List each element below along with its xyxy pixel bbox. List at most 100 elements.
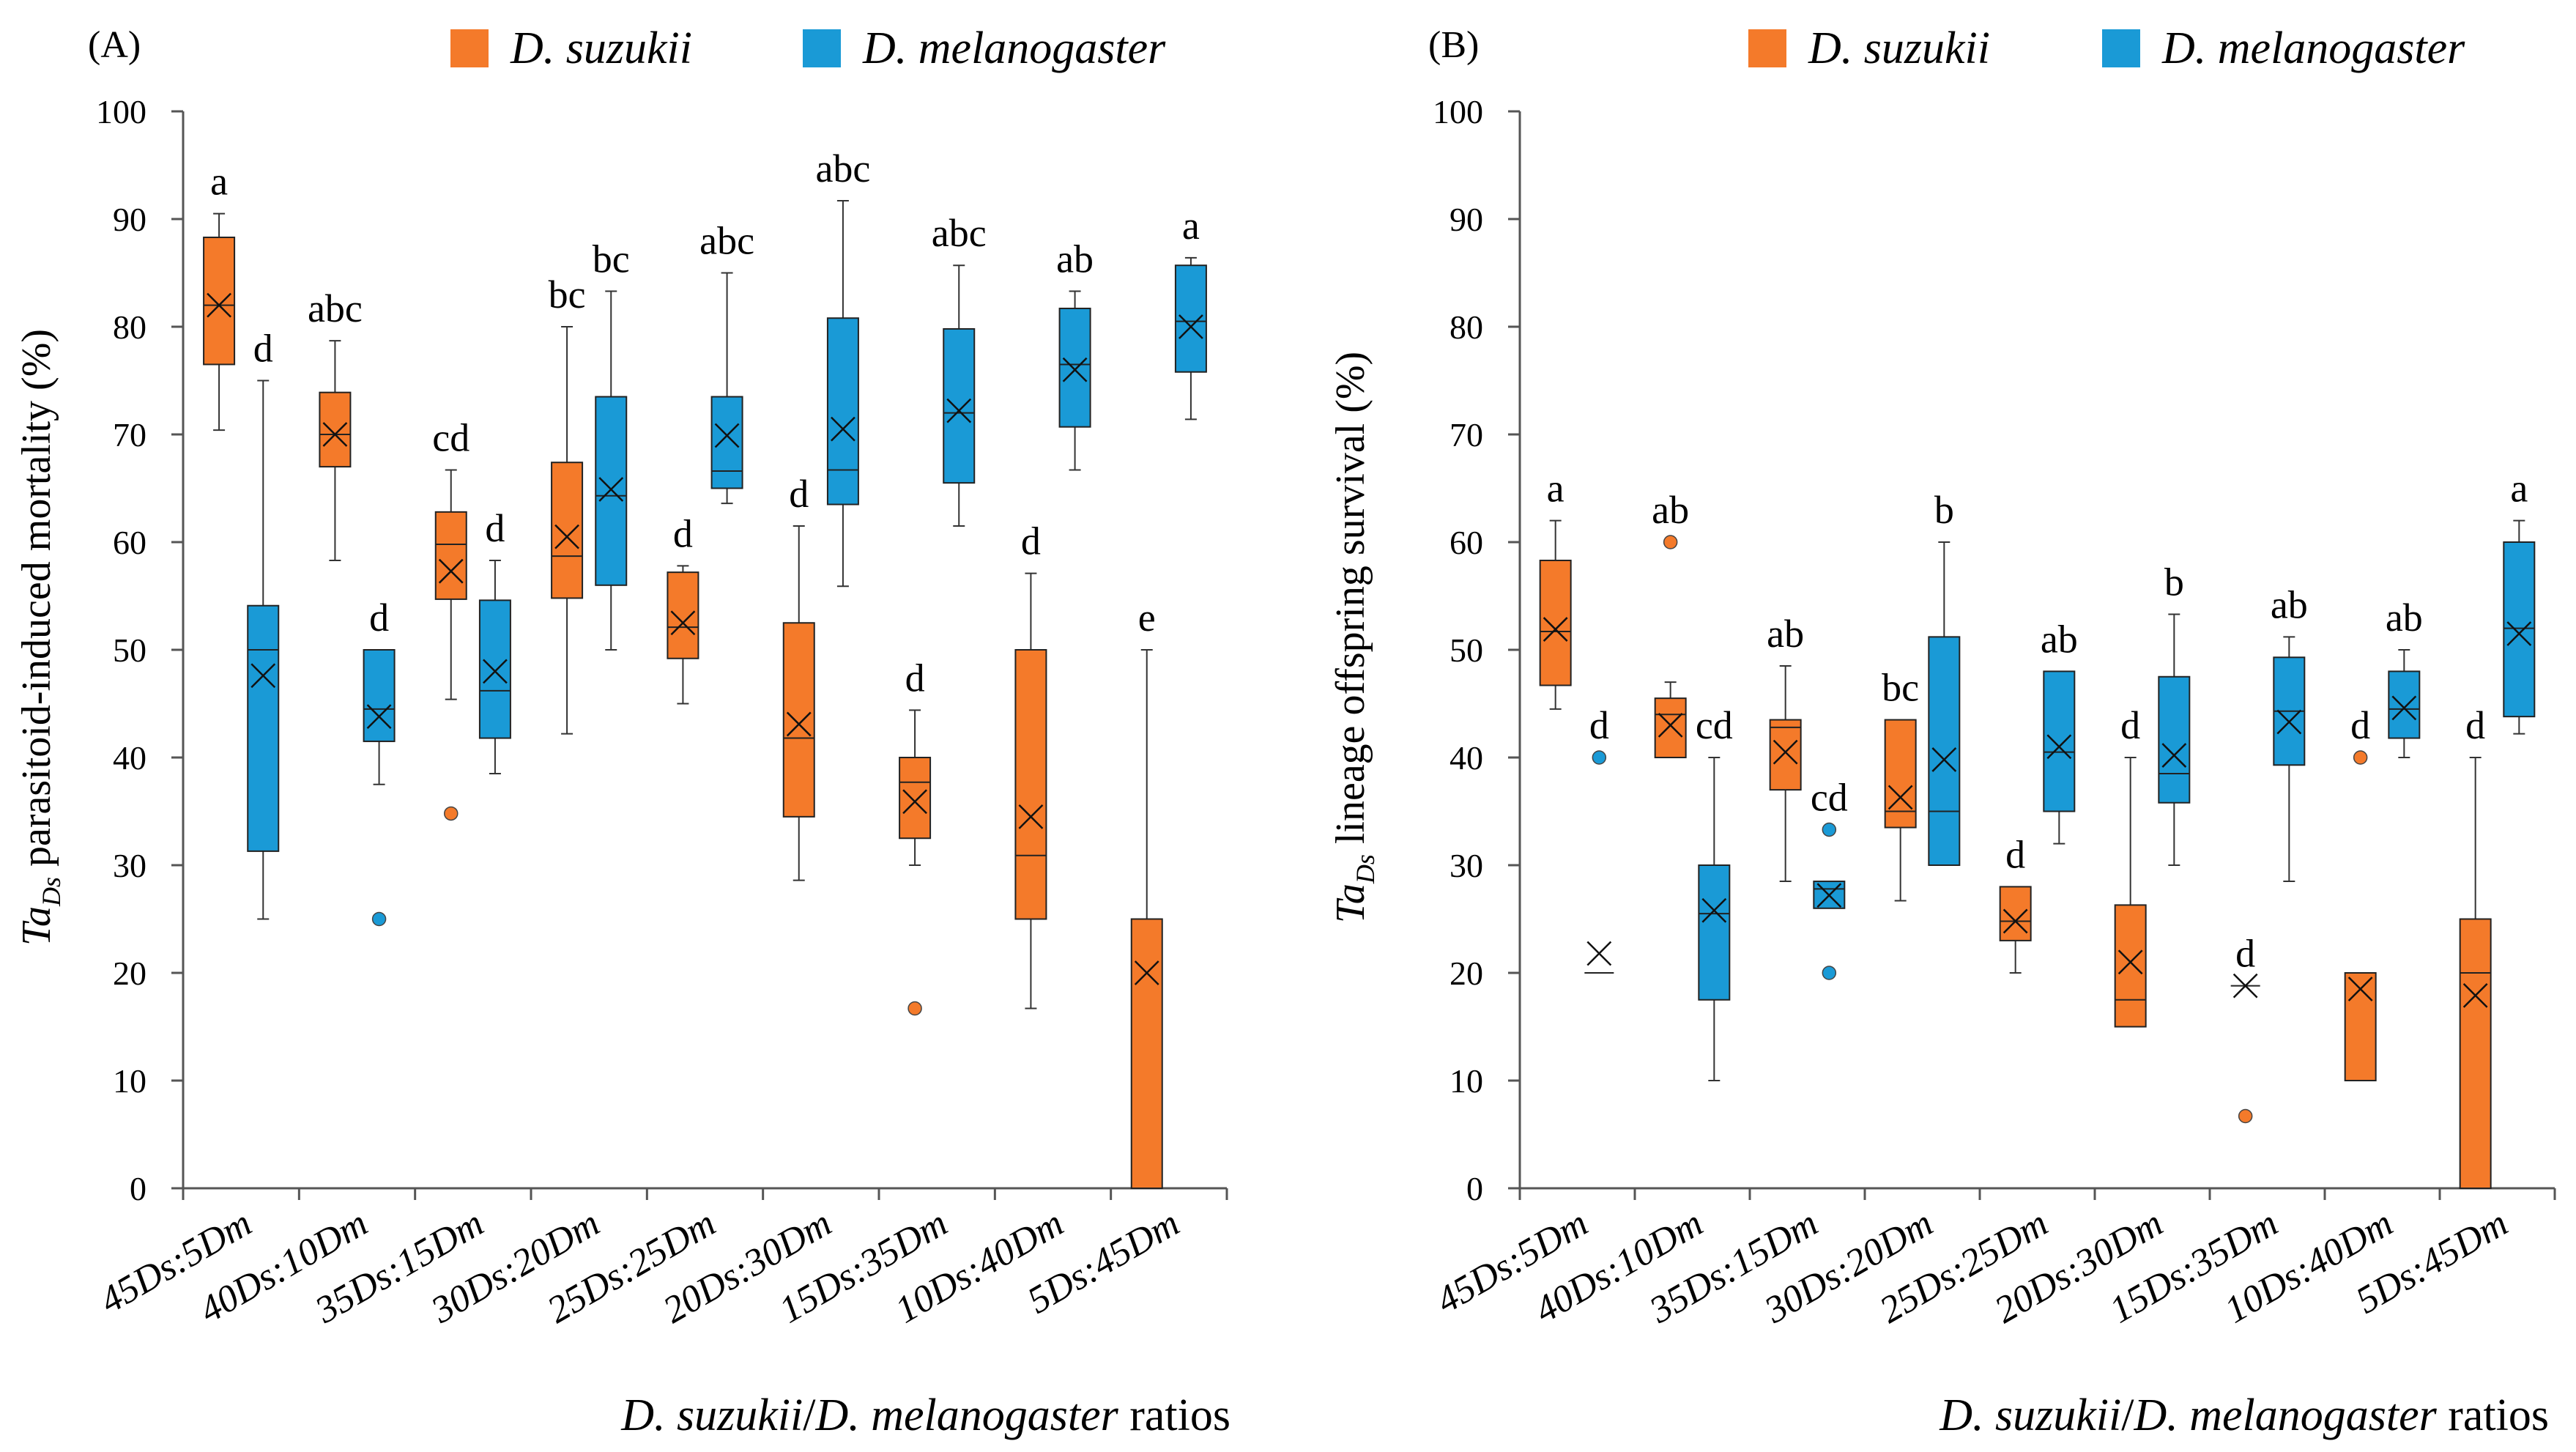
significance-letter: d <box>2120 703 2140 747</box>
mean-marker <box>207 292 231 318</box>
box-body <box>899 757 932 840</box>
box-ds: d <box>782 472 815 881</box>
legend-label-dm: D. melanogaster <box>862 23 1166 73</box>
mean-marker <box>670 610 696 636</box>
box-body <box>1928 636 1961 866</box>
panel-a: (A) D. suzukii D. melanogaster TaDs para… <box>14 23 1231 1440</box>
significance-letter: bc <box>1882 666 1919 710</box>
box-dm: abc <box>932 211 987 527</box>
box-body <box>2158 675 2191 804</box>
box-body <box>1654 697 1687 759</box>
y-tick-label: 20 <box>1450 955 1483 992</box>
significance-letter: ab <box>2386 596 2423 640</box>
box-body <box>1698 864 1731 1001</box>
significance-letter: ab <box>2271 582 2308 626</box>
legend-label-ds: D. suzukii <box>1808 23 1990 73</box>
box-ds: a <box>203 160 236 431</box>
panel-label: (A) <box>88 24 141 66</box>
legend-label-dm: D. melanogaster <box>2161 23 2465 73</box>
y-tick-label: 30 <box>1450 847 1483 884</box>
y-tick-label: 60 <box>113 524 146 561</box>
box-body <box>2503 541 2536 718</box>
mean-marker <box>1018 804 1044 829</box>
box-body <box>1174 264 1207 373</box>
outlier-point <box>2238 1108 2253 1124</box>
significance-letter: cd <box>1696 703 1733 747</box>
mean-marker <box>2391 695 2417 721</box>
mean-marker <box>831 416 855 442</box>
box-ds: bc <box>1882 666 1919 902</box>
significance-letter: d <box>369 596 389 640</box>
y-tick-label: 40 <box>113 739 146 777</box>
box-body <box>1884 719 1917 829</box>
box-ds: cd <box>432 416 469 821</box>
significance-letter: d <box>2235 932 2255 976</box>
box-dm: cd <box>1811 775 1848 980</box>
box-dm: b <box>1928 488 1961 866</box>
box-body <box>478 599 511 739</box>
mean-marker <box>2117 949 2143 975</box>
box-dm: ab <box>2386 596 2423 758</box>
box-body <box>1058 308 1091 428</box>
box-body <box>434 511 467 600</box>
significance-letter: cd <box>432 416 469 460</box>
outlier-point <box>1822 822 1837 837</box>
outlier-point <box>907 1001 922 1016</box>
box-dm: a <box>1174 204 1207 421</box>
box-body <box>595 396 628 586</box>
box-body <box>1014 649 1047 920</box>
y-tick-label: 10 <box>113 1062 146 1100</box>
mean-marker <box>1543 617 1568 642</box>
mean-marker <box>1931 747 1957 772</box>
y-tick-label: 30 <box>113 847 146 884</box>
mean-marker <box>1134 960 1159 985</box>
y-tick-label: 0 <box>130 1170 146 1207</box>
legend-swatch-dm <box>2102 29 2140 67</box>
y-tick-label: 70 <box>1450 416 1483 453</box>
significance-letter: a <box>210 160 228 204</box>
significance-letter: ab <box>1056 237 1094 281</box>
significance-letter: d <box>673 511 693 555</box>
box-dm: d <box>478 506 511 775</box>
box-body <box>1130 918 1163 1189</box>
box-body <box>2388 670 2421 739</box>
significance-letter: b <box>2164 560 2184 604</box>
box-dm: ab <box>2041 617 2078 845</box>
box-ds: d <box>667 511 699 705</box>
significance-letter: bc <box>593 237 630 281</box>
box-ds: d <box>2230 932 2260 1124</box>
outlier-point <box>1592 750 1607 765</box>
significance-letter: e <box>1138 596 1156 640</box>
mean-marker <box>2347 977 2373 1001</box>
significance-letter: bc <box>549 273 586 316</box>
box-ds: d <box>1999 832 2032 974</box>
plot-area: 010203040506070809010045Ds:5Dm40Ds:10Dm3… <box>93 93 1228 1332</box>
outlier-point <box>1663 535 1678 549</box>
mean-marker <box>554 524 579 549</box>
mean-marker <box>714 423 740 448</box>
significance-letter: d <box>2465 703 2485 747</box>
significance-letter: abc <box>932 211 987 255</box>
mean-marker <box>1658 713 1683 738</box>
y-axis-title: TaDs parasitoid-induced mortality (%) <box>14 329 66 946</box>
y-tick-label: 70 <box>113 416 146 453</box>
plot-area: 010203040506070809010045Ds:5Dm40Ds:10Dm3… <box>1429 93 2556 1332</box>
mean-marker <box>366 704 392 730</box>
box-dm: d <box>247 327 280 920</box>
legend-swatch-ds <box>450 29 489 67</box>
outlier-point <box>1822 966 1837 980</box>
mean-marker <box>438 558 464 584</box>
y-tick-label: 90 <box>1450 201 1483 238</box>
box-dm: cd <box>1696 703 1733 1081</box>
mean-marker <box>786 711 812 737</box>
box-dm: ab <box>1056 237 1094 471</box>
significance-letter: d <box>1021 519 1041 563</box>
box-ds: bc <box>549 273 586 735</box>
mean-marker <box>946 398 972 423</box>
box-dm: b <box>2158 560 2191 866</box>
mean-marker <box>598 477 624 502</box>
y-tick-label: 100 <box>96 93 146 130</box>
legend-swatch-dm <box>803 29 841 67</box>
outlier-point <box>444 806 459 821</box>
